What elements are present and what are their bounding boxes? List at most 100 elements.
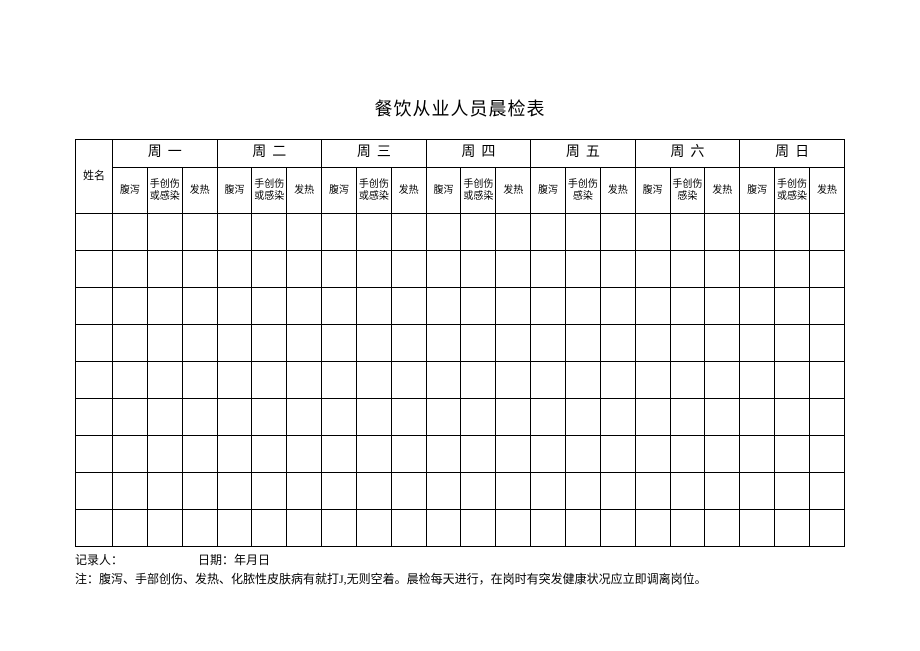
- table-cell: [322, 362, 357, 399]
- table-cell: [217, 288, 252, 325]
- table-cell: [391, 473, 426, 510]
- day-header: 周一: [113, 140, 218, 168]
- table-cell: [461, 214, 496, 251]
- table-cell: [287, 288, 322, 325]
- table-cell: [496, 473, 531, 510]
- table-cell: [565, 288, 600, 325]
- table-cell: [496, 399, 531, 436]
- table-cell: [600, 214, 635, 251]
- table-cell: [76, 214, 113, 251]
- table-cell: [113, 473, 148, 510]
- table-row: [76, 214, 845, 251]
- table-cell: [217, 325, 252, 362]
- table-cell: [391, 436, 426, 473]
- date-label: 日期：年月日: [198, 553, 270, 567]
- table-cell: [531, 436, 566, 473]
- table-cell: [809, 288, 844, 325]
- table-cell: [113, 510, 148, 547]
- sub-diarrhea: 腹泻: [322, 168, 357, 214]
- table-cell: [670, 362, 705, 399]
- table-cell: [287, 214, 322, 251]
- table-cell: [531, 399, 566, 436]
- table-cell: [287, 251, 322, 288]
- table-cell: [391, 399, 426, 436]
- sub-hand: 手创伤或感染: [356, 168, 391, 214]
- table-cell: [182, 288, 217, 325]
- table-cell: [670, 399, 705, 436]
- table-cell: [252, 399, 287, 436]
- table-cell: [775, 436, 810, 473]
- table-cell: [426, 436, 461, 473]
- table-cell: [565, 436, 600, 473]
- sub-diarrhea: 腹泻: [113, 168, 148, 214]
- table-cell: [287, 362, 322, 399]
- footer-note: 注：腹泻、手部创伤、发热、化脓性皮肤病有就打J,无则空着。晨检每天进行，在岗时有…: [75, 570, 845, 589]
- table-cell: [809, 214, 844, 251]
- table-cell: [76, 251, 113, 288]
- table-cell: [113, 325, 148, 362]
- table-cell: [356, 251, 391, 288]
- table-cell: [461, 399, 496, 436]
- table-cell: [113, 251, 148, 288]
- table-cell: [600, 325, 635, 362]
- table-cell: [740, 251, 775, 288]
- table-cell: [252, 251, 287, 288]
- table-cell: [322, 436, 357, 473]
- table-cell: [740, 399, 775, 436]
- table-row: [76, 251, 845, 288]
- table-cell: [635, 473, 670, 510]
- table-cell: [322, 288, 357, 325]
- table-cell: [147, 325, 182, 362]
- table-row: [76, 288, 845, 325]
- table-cell: [76, 473, 113, 510]
- sub-hand: 手创伤或感染: [775, 168, 810, 214]
- table-cell: [496, 436, 531, 473]
- table-cell: [775, 399, 810, 436]
- table-cell: [356, 362, 391, 399]
- table-cell: [531, 288, 566, 325]
- table-cell: [391, 362, 426, 399]
- table-cell: [705, 214, 740, 251]
- table-cell: [391, 251, 426, 288]
- table-cell: [182, 510, 217, 547]
- table-cell: [670, 325, 705, 362]
- sub-diarrhea: 腹泻: [531, 168, 566, 214]
- table-cell: [496, 251, 531, 288]
- table-cell: [426, 473, 461, 510]
- day-header: 周二: [217, 140, 322, 168]
- table-cell: [670, 214, 705, 251]
- table-cell: [217, 251, 252, 288]
- table-cell: [217, 473, 252, 510]
- table-cell: [531, 325, 566, 362]
- inspection-table: 姓名 周一 周二 周三 周四 周五 周六 周日 腹泻 手创伤或感染 发热 腹泻 …: [75, 139, 845, 547]
- table-cell: [635, 288, 670, 325]
- table-cell: [565, 251, 600, 288]
- table-cell: [461, 325, 496, 362]
- table-cell: [705, 473, 740, 510]
- table-cell: [287, 436, 322, 473]
- day-header: 周三: [322, 140, 427, 168]
- table-cell: [496, 362, 531, 399]
- table-cell: [531, 362, 566, 399]
- table-cell: [147, 510, 182, 547]
- table-cell: [809, 436, 844, 473]
- table-cell: [147, 251, 182, 288]
- table-cell: [635, 510, 670, 547]
- table-row: [76, 510, 845, 547]
- table-cell: [356, 214, 391, 251]
- table-cell: [356, 436, 391, 473]
- table-cell: [76, 510, 113, 547]
- table-cell: [147, 362, 182, 399]
- table-cell: [600, 399, 635, 436]
- table-cell: [565, 362, 600, 399]
- footer: 记录人： 日期：年月日 注：腹泻、手部创伤、发热、化脓性皮肤病有就打J,无则空着…: [75, 551, 845, 589]
- table-cell: [113, 399, 148, 436]
- sub-fever: 发热: [809, 168, 844, 214]
- table-cell: [565, 214, 600, 251]
- table-cell: [356, 325, 391, 362]
- table-cell: [740, 214, 775, 251]
- table-cell: [705, 399, 740, 436]
- sub-hand: 手创伤或感染: [461, 168, 496, 214]
- page-container: 餐饮从业人员晨检表 姓名 周一 周二 周三 周四 周五 周六 周日 腹泻 手创伤…: [0, 0, 920, 589]
- day-header: 周四: [426, 140, 531, 168]
